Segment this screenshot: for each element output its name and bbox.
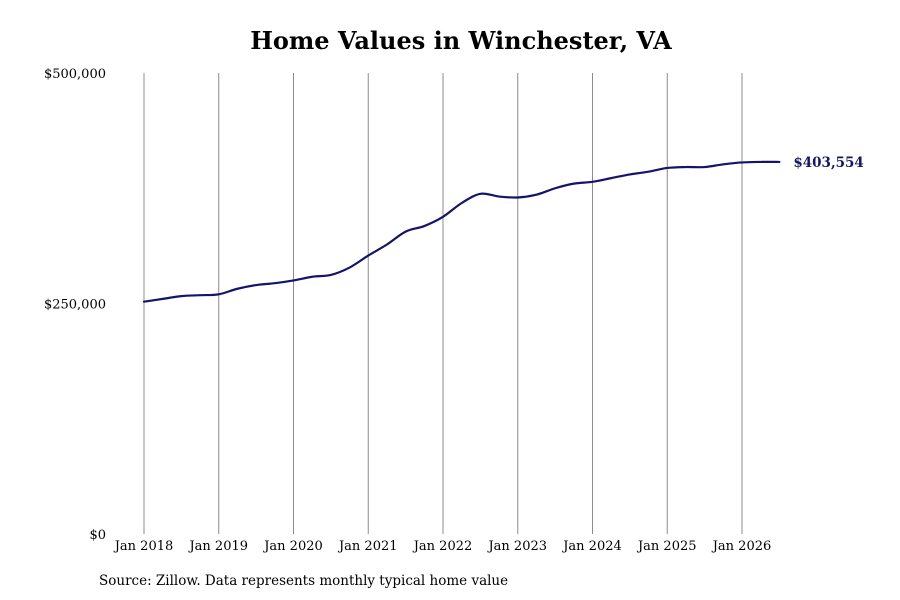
grid-lines	[143, 73, 743, 534]
x-tick-label: Jan 2023	[486, 539, 547, 554]
x-tick-label: Jan 2025	[636, 539, 697, 554]
x-tick-label: Jan 2020	[262, 539, 323, 554]
x-axis-ticks: Jan 2018 Jan 2019 Jan 2020 Jan 2021 Jan 2022…	[113, 539, 772, 554]
x-tick-label: Jan 2024	[561, 539, 622, 554]
source-note: Source: Zillow. Data represents monthly …	[99, 573, 509, 589]
x-tick-label: Jan 2018	[113, 539, 174, 554]
y-tick-label: $0	[89, 528, 106, 543]
y-tick-label: $500,000	[44, 67, 106, 82]
x-tick-label: Jan 2022	[412, 539, 473, 554]
x-tick-label: Jan 2019	[187, 539, 248, 554]
chart-title: Home Values in Winchester, VA	[250, 26, 672, 55]
series-line-home-value	[142, 160, 781, 303]
y-tick-label: $250,000	[44, 298, 106, 313]
end-value-label: $403,554	[793, 155, 863, 171]
y-axis-ticks: $0 $250,000 $500,000	[44, 67, 106, 543]
x-tick-label: Jan 2026	[711, 539, 772, 554]
x-tick-label: Jan 2021	[337, 539, 398, 554]
